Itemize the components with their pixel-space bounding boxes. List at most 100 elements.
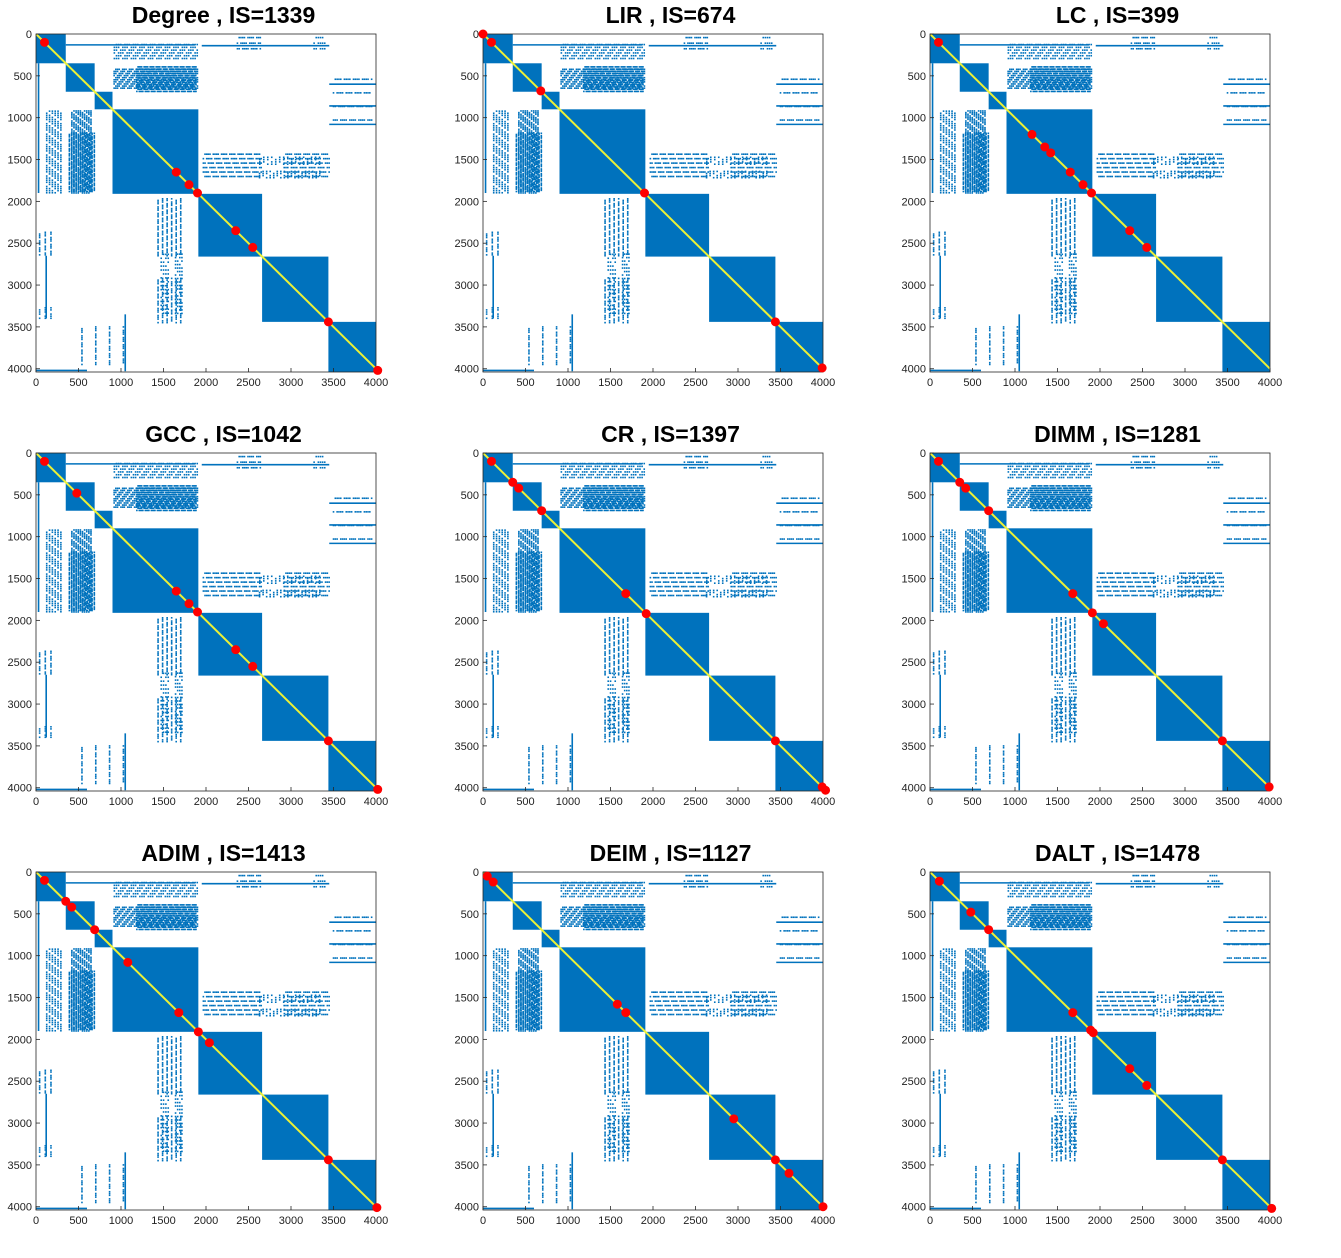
edge-point bbox=[132, 49, 135, 51]
edge-point bbox=[148, 86, 150, 88]
edge-point bbox=[44, 248, 47, 251]
edge-point bbox=[186, 74, 189, 77]
edge-point bbox=[186, 79, 189, 82]
edge-point bbox=[532, 118, 535, 121]
edge-point bbox=[530, 190, 533, 193]
edge-point bbox=[604, 81, 607, 84]
edge-point bbox=[501, 122, 504, 125]
edge-point bbox=[145, 79, 148, 82]
edge-point bbox=[258, 166, 261, 169]
edge-point bbox=[526, 156, 529, 158]
edge-point bbox=[498, 133, 501, 135]
edge-point bbox=[599, 79, 602, 82]
edge-point bbox=[115, 49, 118, 51]
edge-point bbox=[625, 72, 627, 75]
edge-point bbox=[38, 243, 41, 246]
edge-point bbox=[166, 204, 168, 207]
edge-point bbox=[515, 162, 518, 164]
edge-point bbox=[134, 46, 137, 49]
edge-point bbox=[90, 120, 92, 122]
edge-point bbox=[166, 284, 168, 287]
edge-point bbox=[88, 113, 90, 116]
edge-point bbox=[662, 171, 665, 173]
edge-point bbox=[162, 49, 165, 51]
edge-point bbox=[504, 120, 506, 123]
edge-point bbox=[160, 90, 162, 93]
edge-point bbox=[672, 166, 675, 169]
edge-point bbox=[584, 66, 586, 68]
edge-point bbox=[697, 175, 700, 178]
edge-point bbox=[122, 354, 125, 357]
edge-point bbox=[158, 54, 160, 57]
edge-point bbox=[690, 171, 693, 173]
edge-point bbox=[522, 182, 524, 185]
edge-point bbox=[517, 152, 520, 155]
edge-point bbox=[252, 157, 254, 160]
edge-point bbox=[68, 166, 71, 169]
edge-point bbox=[609, 280, 612, 283]
edge-point bbox=[82, 147, 84, 150]
edge-point bbox=[88, 185, 90, 188]
edge-point bbox=[161, 295, 164, 297]
edge-point bbox=[51, 181, 54, 184]
edge-point bbox=[532, 116, 535, 119]
edge-point bbox=[161, 277, 164, 280]
edge-point bbox=[108, 342, 111, 344]
edge-point bbox=[755, 162, 758, 164]
edge-point bbox=[526, 177, 529, 180]
edge-point bbox=[84, 180, 87, 182]
edge-point bbox=[524, 172, 527, 175]
edge-point bbox=[90, 128, 92, 131]
edge-point bbox=[179, 291, 182, 294]
edge-point bbox=[692, 153, 695, 155]
edge-point bbox=[507, 143, 509, 146]
edge-point bbox=[229, 153, 231, 155]
edge-point bbox=[235, 171, 238, 173]
edge-point bbox=[615, 79, 618, 82]
edge-point bbox=[161, 286, 164, 289]
edge-point bbox=[530, 138, 533, 141]
edge-point bbox=[138, 72, 141, 75]
edge-point bbox=[170, 291, 173, 294]
edge-point bbox=[530, 125, 533, 127]
edge-point bbox=[290, 157, 293, 160]
edge-point bbox=[57, 131, 59, 133]
edge-point bbox=[336, 92, 338, 94]
edge-point bbox=[166, 237, 168, 239]
edge-point bbox=[71, 123, 73, 126]
edge-point bbox=[233, 157, 236, 160]
edge-point bbox=[245, 166, 248, 169]
edge-point bbox=[57, 145, 59, 148]
edge-point bbox=[115, 46, 118, 49]
edge-point bbox=[181, 49, 184, 51]
edge-point bbox=[515, 149, 518, 151]
edge-point bbox=[520, 110, 522, 112]
edge-point bbox=[248, 171, 251, 173]
edge-point bbox=[520, 145, 522, 148]
edge-point bbox=[73, 133, 75, 136]
edge-point bbox=[526, 163, 529, 166]
edge-point bbox=[60, 116, 62, 119]
edge-point bbox=[274, 161, 277, 163]
edge-point bbox=[179, 267, 181, 269]
edge-point bbox=[60, 122, 62, 125]
edge-point bbox=[652, 153, 655, 155]
edge-point bbox=[334, 78, 337, 81]
edge-point bbox=[185, 52, 188, 54]
edge-point bbox=[518, 120, 520, 122]
edge-point bbox=[283, 157, 285, 160]
edge-point bbox=[240, 157, 243, 160]
edge-point bbox=[137, 76, 139, 79]
edge-point bbox=[526, 180, 529, 182]
edge-point bbox=[700, 175, 703, 178]
edge-point bbox=[515, 150, 518, 152]
edge-point bbox=[245, 42, 248, 44]
edge-point bbox=[174, 70, 177, 73]
edge-point bbox=[583, 75, 585, 77]
edge-point bbox=[785, 92, 787, 94]
edge-point bbox=[176, 263, 179, 266]
edge-point bbox=[614, 88, 617, 90]
edge-point bbox=[595, 68, 597, 70]
edge-point bbox=[70, 133, 73, 136]
edge-point bbox=[526, 189, 529, 192]
